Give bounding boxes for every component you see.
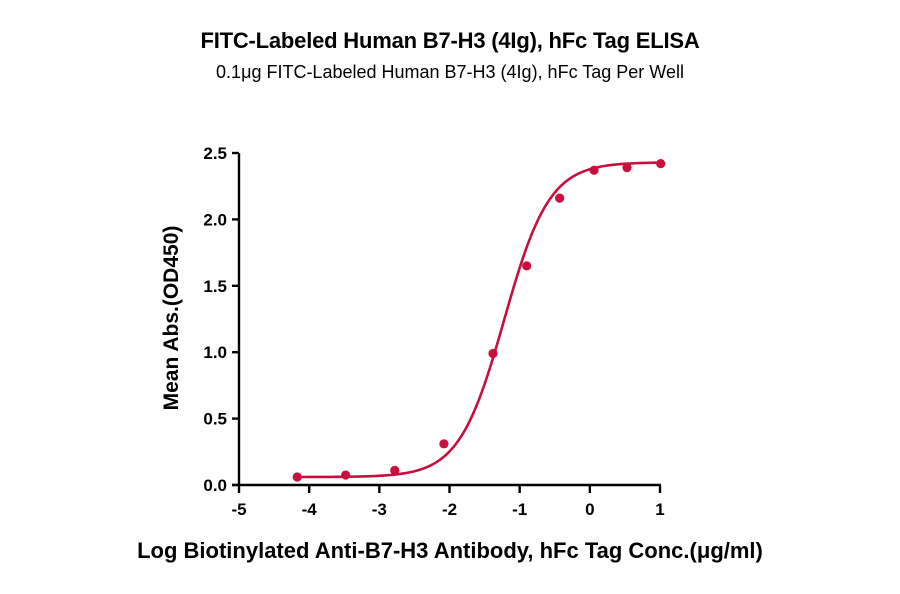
data-point: [622, 163, 632, 173]
y-tick-label: 2.5: [203, 144, 227, 163]
data-point: [589, 165, 599, 175]
data-point: [292, 472, 302, 482]
data-point: [488, 348, 498, 359]
data-points: [292, 159, 666, 482]
y-tick-label: 0.0: [203, 476, 227, 495]
x-tick-label: -5: [231, 500, 246, 519]
fit-curve: [297, 161, 661, 479]
axes: 0.0 0.5 1.0 1.5 2.0 2.5 -5 -4 -3 -2 -1 0 1: [203, 144, 664, 519]
x-tick-label: -3: [372, 500, 387, 519]
y-tick-label: 2.0: [203, 210, 227, 229]
chart-subtitle: 0.1μg FITC-Labeled Human B7-H3 (4Ig), hF…: [216, 62, 684, 82]
x-tick-label: 1: [655, 500, 664, 519]
data-point: [390, 465, 400, 475]
x-tick-label: -1: [512, 500, 527, 519]
y-tick-label: 1.5: [203, 277, 227, 296]
data-point: [555, 193, 565, 203]
data-point: [439, 439, 449, 449]
chart-title: FITC-Labeled Human B7-H3 (4Ig), hFc Tag …: [200, 28, 700, 53]
x-tick-label: 0: [585, 500, 594, 519]
x-tick-label: -2: [442, 500, 457, 519]
data-point: [341, 470, 351, 480]
x-axis-label: Log Biotinylated Anti-B7-H3 Antibody, hF…: [137, 538, 763, 563]
data-point: [522, 261, 532, 271]
x-tick-label: -4: [302, 500, 318, 519]
y-tick-label: 1.0: [203, 343, 227, 362]
data-point: [656, 159, 666, 169]
y-tick-label: 0.5: [203, 410, 227, 429]
